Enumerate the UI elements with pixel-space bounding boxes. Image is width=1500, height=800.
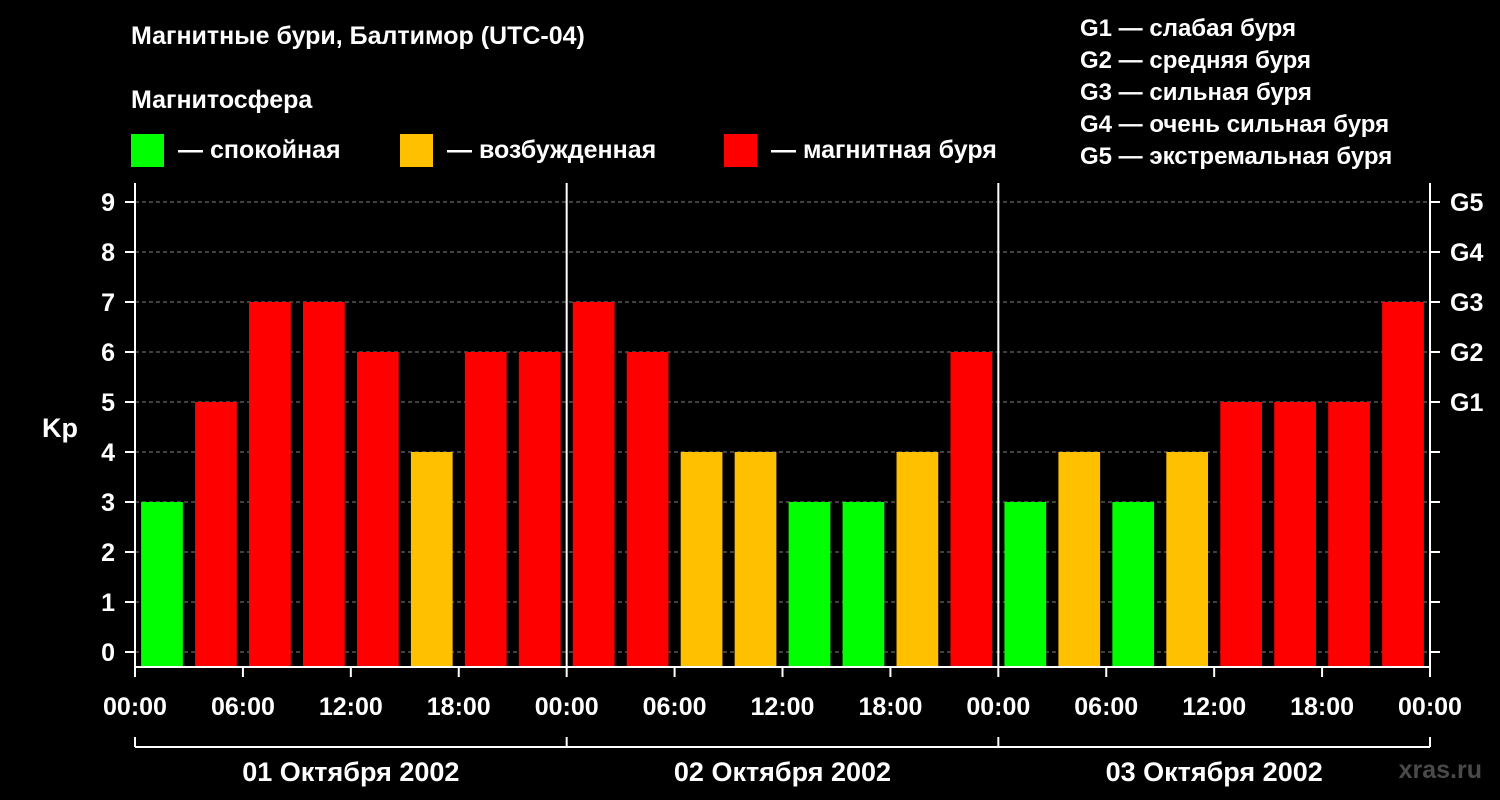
- x-tick-label: 12:00: [319, 693, 383, 721]
- kp-bar-storm: [302, 302, 345, 667]
- day-label: 01 Октября 2002: [242, 757, 459, 787]
- g-scale-label: G3: [1450, 289, 1483, 317]
- y-tick-label: 9: [101, 189, 115, 217]
- x-tick-label: 06:00: [1074, 693, 1138, 721]
- kp-bar-storm: [1382, 302, 1424, 667]
- day-label: 02 Октября 2002: [674, 757, 891, 787]
- x-tick-label: 00:00: [966, 693, 1030, 721]
- y-tick-label: 5: [101, 389, 115, 417]
- kp-bar-active: [1166, 452, 1209, 667]
- legend-label-quiet: — спокойная: [178, 136, 341, 164]
- y-tick-label: 3: [101, 489, 115, 517]
- kp-bar-active: [680, 452, 723, 667]
- y-tick-label: 8: [101, 239, 115, 267]
- x-tick-label: 18:00: [1290, 693, 1354, 721]
- kp-bar-active: [1058, 452, 1101, 667]
- kp-bar-storm: [1328, 402, 1370, 667]
- kp-bar-storm: [1436, 402, 1478, 667]
- x-tick-label: 12:00: [751, 693, 815, 721]
- kp-bar-active: [410, 452, 453, 667]
- kp-bar-quiet: [1004, 502, 1047, 667]
- kp-bar-storm: [195, 402, 237, 667]
- kp-bar-quiet: [141, 502, 183, 667]
- kp-bar-storm: [464, 352, 507, 667]
- kp-bar-storm: [572, 302, 615, 667]
- x-tick-label: 18:00: [858, 693, 922, 721]
- kp-bar-quiet: [788, 502, 831, 667]
- day-label: 03 Октября 2002: [1106, 757, 1323, 787]
- kp-bar-quiet: [842, 502, 885, 667]
- g-scale-item: G3 — сильная буря: [1080, 79, 1312, 106]
- y-tick-label: 6: [101, 339, 115, 367]
- g-scale-label: G1: [1450, 389, 1483, 417]
- y-tick-label: 1: [101, 589, 115, 617]
- legend-swatch-storm: [724, 134, 757, 167]
- x-tick-label: 00:00: [1398, 693, 1462, 721]
- legend-swatch-active: [400, 134, 433, 167]
- x-tick-label: 00:00: [103, 693, 167, 721]
- kp-bar-storm: [518, 352, 561, 667]
- g-scale-label: G4: [1450, 239, 1483, 267]
- legend-label-storm: — магнитная буря: [771, 136, 997, 164]
- x-tick-label: 06:00: [643, 693, 707, 721]
- y-axis-label: Kp: [42, 413, 78, 443]
- kp-bar-storm: [1274, 402, 1316, 667]
- g-scale-item: G5 — экстремальная буря: [1080, 143, 1393, 170]
- x-tick-label: 00:00: [535, 693, 599, 721]
- legend-swatch-quiet: [131, 134, 164, 167]
- kp-bar-storm: [1220, 402, 1263, 667]
- kp-bar-storm: [249, 302, 291, 667]
- y-tick-label: 0: [101, 639, 115, 667]
- kp-bar-active: [734, 452, 777, 667]
- x-tick-label: 12:00: [1182, 693, 1246, 721]
- kp-bar-quiet: [1112, 502, 1155, 667]
- legend-label-active: — возбужденная: [447, 136, 657, 164]
- kp-bar-storm: [950, 352, 993, 667]
- g-scale-item: G2 — средняя буря: [1080, 47, 1311, 74]
- g-scale-label: G2: [1450, 339, 1483, 367]
- chart-title: Магнитные бури, Балтимор (UTC-04): [131, 22, 585, 50]
- magnetosphere-heading: Магнитосфера: [131, 86, 313, 114]
- g-scale-label: G5: [1450, 189, 1483, 217]
- kp-bar-active: [896, 452, 939, 667]
- g-scale-item: G1 — слабая буря: [1080, 15, 1297, 42]
- kp-bar-storm: [356, 352, 399, 667]
- x-tick-label: 06:00: [211, 693, 275, 721]
- y-tick-label: 4: [101, 439, 115, 467]
- x-tick-label: 18:00: [427, 693, 491, 721]
- g-scale-item: G4 — очень сильная буря: [1080, 111, 1390, 138]
- g-scale-list: G1 — слабая буря G2 — средняя буря G3 — …: [1080, 13, 1392, 173]
- y-tick-label: 2: [101, 539, 115, 567]
- watermark: xras.ru: [1398, 756, 1482, 784]
- y-tick-label: 7: [101, 289, 115, 317]
- kp-bar-storm: [626, 352, 669, 667]
- bar-group: [141, 302, 1478, 667]
